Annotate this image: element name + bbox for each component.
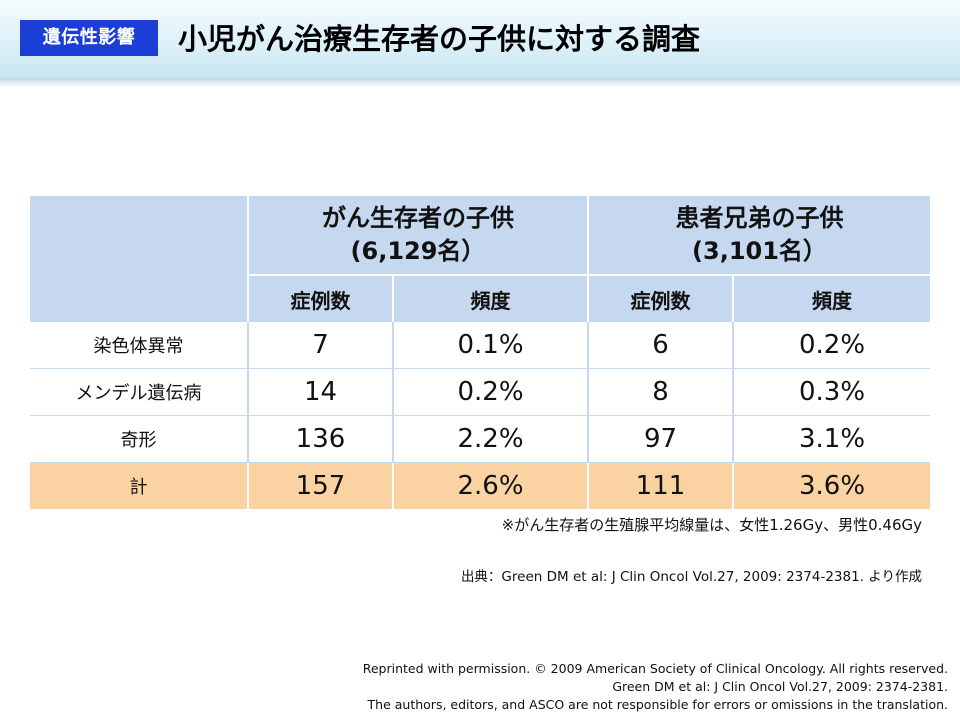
subheader-frequency: 頻度 [392, 275, 588, 322]
group-header-siblings: 患者兄弟の子供 (3,101名） [587, 196, 930, 276]
cell-value: 0.3% [732, 368, 930, 416]
copyright-credits: Reprinted with permission. © 2009 Americ… [363, 660, 948, 714]
group-header-count: (3,101名） [692, 237, 827, 265]
row-label: 計 [30, 462, 248, 509]
table-total-row: 計 157 2.6% 111 3.6% [30, 462, 930, 509]
cell-value: 0.2% [392, 368, 588, 416]
cell-value: 0.2% [732, 322, 930, 369]
credit-line: Reprinted with permission. © 2009 Americ… [362, 661, 948, 676]
table-row: 奇形 136 2.2% 97 3.1% [30, 415, 930, 463]
row-label: メンデル遺伝病 [30, 368, 248, 416]
cell-value: 136 [247, 415, 393, 463]
cell-value: 2.6% [392, 462, 588, 509]
cell-value: 14 [247, 368, 393, 416]
row-label: 染色体異常 [30, 322, 248, 369]
table-row: 染色体異常 7 0.1% 6 0.2% [30, 322, 930, 369]
group-header-title: 患者兄弟の子供 [675, 204, 844, 232]
cell-value: 157 [247, 462, 393, 509]
cell-value: 2.2% [392, 415, 588, 463]
dose-footnote: ※がん生存者の生殖腺平均線量は、女性1.26Gy、男性0.46Gy [501, 516, 922, 534]
cell-value: 7 [247, 322, 393, 369]
cell-value: 8 [587, 368, 733, 416]
table-corner-cell [30, 196, 248, 322]
subheader-frequency: 頻度 [732, 275, 930, 322]
credit-line: Green DM et al: J Clin Oncol Vol.27, 200… [612, 679, 948, 694]
cell-value: 97 [587, 415, 733, 463]
credit-line: The authors, editors, and ASCO are not r… [367, 697, 948, 712]
page-title: 小児がん治療生存者の子供に対する調査 [178, 22, 701, 56]
group-header-count: (6,129名） [350, 237, 486, 265]
category-badge: 遺伝性影響 [20, 20, 158, 56]
row-label: 奇形 [30, 415, 248, 463]
header-shadow [0, 79, 960, 87]
group-header-title: がん生存者の子供 [322, 204, 514, 232]
survey-table: がん生存者の子供 (6,129名） 患者兄弟の子供 (3,101名） 症例数 頻… [30, 196, 930, 509]
subheader-cases: 症例数 [587, 275, 733, 322]
cell-value: 111 [587, 462, 733, 509]
table-row: メンデル遺伝病 14 0.2% 8 0.3% [30, 368, 930, 416]
group-header-survivors: がん生存者の子供 (6,129名） [247, 196, 588, 276]
cell-value: 6 [587, 322, 733, 369]
cell-value: 3.6% [732, 462, 930, 509]
cell-value: 3.1% [732, 415, 930, 463]
header-bar: 遺伝性影響 小児がん治療生存者の子供に対する調査 [0, 0, 960, 79]
subheader-cases: 症例数 [247, 275, 393, 322]
source-citation: 出典：Green DM et al: J Clin Oncol Vol.27, … [460, 569, 922, 585]
cell-value: 0.1% [392, 322, 588, 369]
